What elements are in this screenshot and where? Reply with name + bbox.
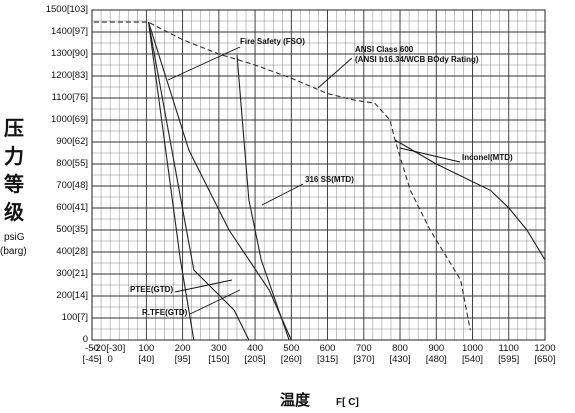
annotation: PTEE(GTD): [130, 285, 173, 294]
y-tick-label: 1200[83]: [51, 70, 88, 81]
leader-line: [317, 57, 353, 89]
annotation: ANSI Class 600: [355, 45, 414, 54]
y-tick-label: 1500[103]: [45, 4, 88, 15]
series-line: [236, 55, 290, 341]
annotation: 316 SS(MTD): [305, 175, 354, 184]
y-tick-label: 800[55]: [56, 158, 88, 169]
annotation: Inconel(MTD): [462, 153, 513, 162]
x-tick-label: 1000 [540]: [461, 343, 484, 365]
y-tick-label: 700[48]: [56, 180, 88, 191]
x-tick-label: 100 [40]: [138, 343, 155, 365]
series-line: [394, 139, 546, 261]
series-line: [147, 22, 195, 341]
y-tick-label: 500[35]: [56, 224, 88, 235]
y-unit: psiG: [4, 232, 25, 243]
x-tick-label: 500 [260]: [280, 343, 302, 365]
annotation: R.TFE(GTD): [142, 308, 188, 317]
y-tick-label: 900[62]: [56, 136, 88, 147]
y-label: 级: [4, 202, 24, 224]
leader-line: [261, 183, 304, 206]
x-tick-label: 400 [205]: [244, 343, 266, 365]
y-tick-label: 0: [82, 334, 88, 345]
annotation: Fire Safety (FSO): [240, 37, 305, 46]
y-label: 压: [4, 118, 24, 140]
series-line: [147, 21, 292, 341]
x-tick-label: 700 [370]: [353, 343, 375, 365]
x-label: 温度: [280, 392, 311, 409]
leader-line: [189, 289, 241, 315]
leader-line: [167, 46, 241, 81]
y-tick-label: 1400[97]: [51, 26, 88, 37]
y-tick-label: 1000[69]: [51, 114, 88, 125]
plot-frame: [91, 9, 546, 341]
series-line: [93, 21, 471, 331]
leader-line: [174, 279, 233, 293]
x-tick-label: -50 [-45]: [82, 343, 102, 365]
x-tick-label: -20[-30]: [92, 343, 126, 354]
y-tick-label: 300[21]: [56, 268, 88, 279]
x-tick-label: 200 [95]: [174, 343, 191, 365]
y-tick-label: 1300[90]: [51, 48, 88, 59]
series-line: [147, 22, 250, 341]
y-tick-label: 600[41]: [56, 202, 88, 213]
x-tick-label: 900 [480]: [425, 343, 447, 365]
x-tick-label: 0: [107, 354, 113, 365]
x-tick-label: 800 [430]: [389, 343, 411, 365]
y-label: 力: [4, 146, 24, 168]
x-tick-label: 600 [315]: [316, 343, 339, 365]
y-tick-label: 1100[76]: [51, 92, 88, 103]
y-unit: (barg): [0, 246, 27, 257]
x-tick-label: 1200 [650]: [534, 343, 556, 365]
y-tick-label: 100[7]: [61, 312, 88, 323]
x-tick-label: 300 [150]: [208, 343, 230, 365]
x-tick-label: 1100 [595]: [498, 343, 520, 365]
y-label: 等: [4, 174, 24, 196]
y-tick-label: 400[28]: [56, 246, 88, 257]
y-tick-label: 200[14]: [56, 290, 88, 301]
annotation: (ANSI b16.34/WCB BOdy Rating): [355, 55, 479, 64]
x-unit: F[ C]: [336, 397, 359, 408]
leader-line: [399, 147, 461, 163]
